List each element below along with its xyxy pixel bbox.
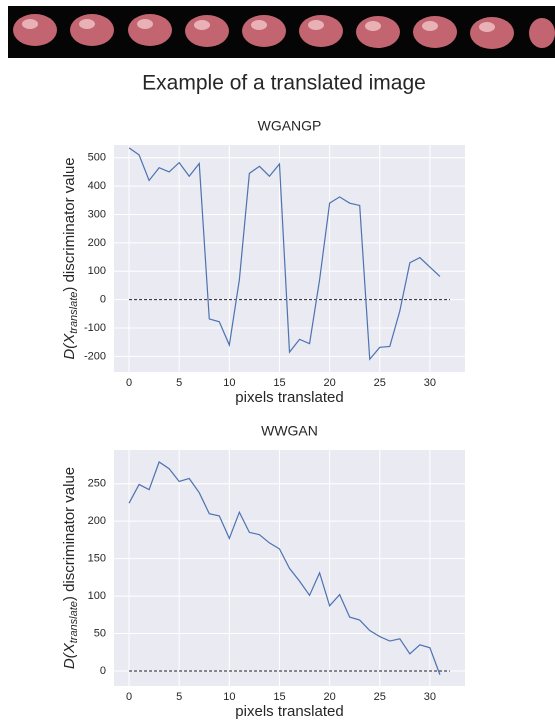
x-tick-label: 0 <box>126 377 132 389</box>
y-tick-label: 200 <box>88 237 106 249</box>
y-tick-label: 50 <box>94 627 106 639</box>
x-tick-label: 15 <box>273 377 285 389</box>
y-tick-label: 0 <box>100 665 106 677</box>
y-axis-label-sub: translate <box>68 292 80 334</box>
x-tick-label: 5 <box>176 377 182 389</box>
y-tick-label: 150 <box>88 553 106 565</box>
y-tick-label: 300 <box>88 208 106 220</box>
x-tick-label: 10 <box>223 691 235 703</box>
y-axis-label: D(Xtranslate) discriminator value <box>61 467 80 669</box>
y-tick-label: 100 <box>88 590 106 602</box>
x-tick-label: 0 <box>126 691 132 703</box>
page-title: Example of a translated image <box>142 72 426 95</box>
x-axis-label: pixels translated <box>235 703 343 720</box>
x-tick-label: 30 <box>424 691 436 703</box>
chart-title: WGANGP <box>258 118 322 134</box>
y-axis-label: D(Xtranslate) discriminator value <box>61 157 80 359</box>
x-tick-label: 25 <box>374 377 386 389</box>
y-axis-label-part: D(X <box>61 333 78 360</box>
x-tick-label: 15 <box>273 691 285 703</box>
x-tick-label: 30 <box>424 377 436 389</box>
y-tick-label: 200 <box>88 515 106 527</box>
figure: Example of a translated image -200 -100 0 1… <box>0 0 555 720</box>
y-tick-label: 100 <box>88 265 106 277</box>
y-axis-label-part: ) discriminator value <box>61 467 78 601</box>
chart-title: WWGAN <box>261 423 318 439</box>
y-axis-label-part: ) discriminator value <box>61 157 78 291</box>
y-tick-label: -200 <box>84 350 106 362</box>
y-tick-label: 400 <box>88 180 106 192</box>
y-tick-label: 0 <box>100 294 106 306</box>
x-tick-label: 5 <box>176 691 182 703</box>
x-axis-label: pixels translated <box>235 389 343 406</box>
y-tick-label: 500 <box>88 152 106 164</box>
image-strip <box>8 6 555 58</box>
y-tick-label: 250 <box>88 478 106 490</box>
y-tick-label: -100 <box>84 322 106 334</box>
x-tick-label: 25 <box>374 691 386 703</box>
x-tick-label: 20 <box>323 377 335 389</box>
plot-area <box>114 145 465 372</box>
x-tick-label: 20 <box>323 691 335 703</box>
y-axis-label-part: D(X <box>61 642 78 669</box>
y-axis-label-sub: translate <box>68 601 80 643</box>
x-tick-label: 10 <box>223 377 235 389</box>
